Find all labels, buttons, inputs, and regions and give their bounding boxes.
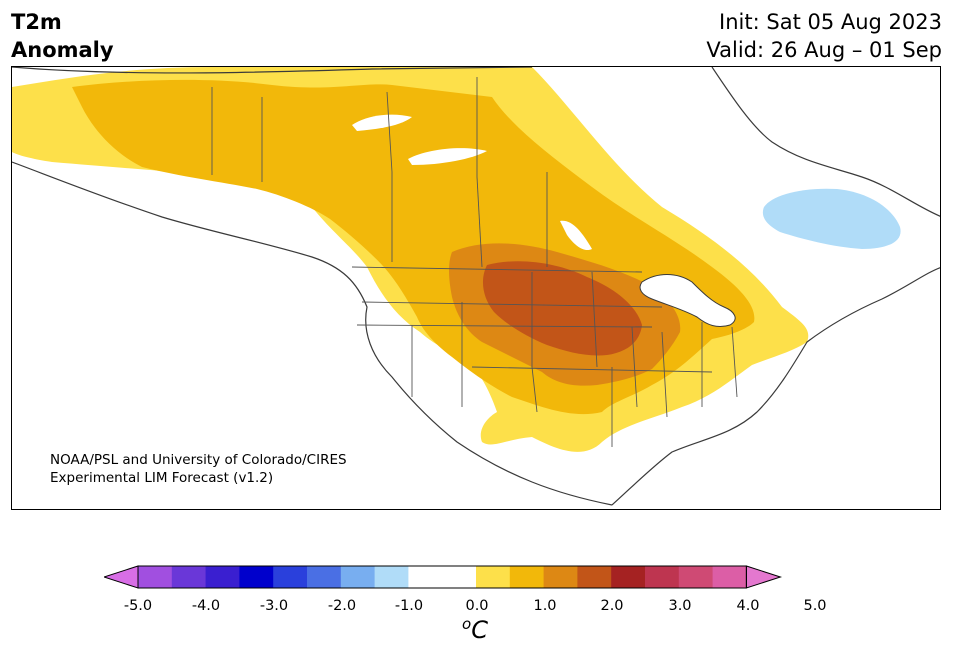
colorbar-unit: oC: [462, 615, 488, 644]
colorbar-arrow-max: [745, 565, 783, 589]
tick-label: -2.0: [327, 598, 357, 614]
map-title: T2m Anomaly: [11, 8, 114, 64]
colorbar-cell: [374, 566, 409, 588]
unit-base: C: [471, 616, 488, 644]
tick-label: -5.0: [123, 598, 153, 614]
colorbar-cell: [138, 566, 173, 588]
canadian-lake-2: [408, 148, 487, 165]
tick-label: 5.0: [803, 598, 827, 614]
coastlines: [12, 67, 940, 506]
colorbar-cell: [205, 566, 240, 588]
colorbar-cell: [340, 566, 376, 588]
tick-label: 1.0: [533, 598, 557, 614]
colorbar-cell: [712, 566, 747, 588]
colorbar-cell: [307, 566, 342, 588]
colorbar: [104, 565, 783, 589]
colorbar-cell: [543, 566, 578, 588]
colorbar-frame: [137, 565, 747, 589]
valid-date: Valid: 26 Aug – 01 Sep: [706, 38, 942, 62]
colorbar-cell: [611, 566, 646, 588]
colorbar-arrow-min: [104, 565, 139, 589]
credit-line-1: NOAA/PSL and University of Colorado/CIRE…: [50, 452, 347, 468]
credit-text: NOAA/PSL and University of Colorado/CIRE…: [50, 451, 347, 487]
tick-label: 3.0: [668, 598, 692, 614]
title-line-1: T2m: [11, 10, 62, 34]
tick-label: -1.0: [394, 598, 424, 614]
forecast-dates: Init: Sat 05 Aug 2023 Valid: 26 Aug – 01…: [706, 8, 942, 64]
anomaly-region-light-blue: [762, 188, 901, 249]
colorbar-cell: [273, 566, 308, 588]
title-line-2: Anomaly: [11, 38, 114, 62]
colorbar-cell: [442, 566, 477, 588]
anomaly-region-dark-orange: [482, 261, 642, 356]
tick-label: 2.0: [600, 598, 624, 614]
political-boundaries: [211, 77, 738, 447]
tick-label: 4.0: [736, 598, 760, 614]
colorbar-cell: [645, 566, 680, 588]
canadian-lake-1: [352, 114, 412, 131]
init-date: Init: Sat 05 Aug 2023: [719, 10, 942, 34]
colorbar-cell: [171, 566, 207, 588]
tick-label: -3.0: [259, 598, 289, 614]
great-lakes: [639, 274, 736, 328]
tick-label: 0.0: [465, 598, 489, 614]
credit-line-2: Experimental LIM Forecast (v1.2): [50, 470, 274, 486]
colorbar-cell: [239, 566, 274, 588]
colorbar-cell: [476, 566, 511, 588]
colorbar-ticks: -5.0 -4.0 -3.0 -2.0 -1.0 0.0 1.0 2.0 3.0…: [0, 598, 953, 618]
colorbar-cell: [509, 566, 545, 588]
colorbar-cell: [577, 566, 612, 588]
colorbar-cell: [408, 566, 443, 588]
map-panel: NOAA/PSL and University of Colorado/CIRE…: [11, 66, 941, 510]
unit-superscript: o: [462, 615, 472, 633]
anomaly-map: [12, 67, 940, 506]
colorbar-cell: [678, 566, 714, 588]
canadian-lake-3: [560, 220, 592, 251]
tick-label: -4.0: [191, 598, 221, 614]
